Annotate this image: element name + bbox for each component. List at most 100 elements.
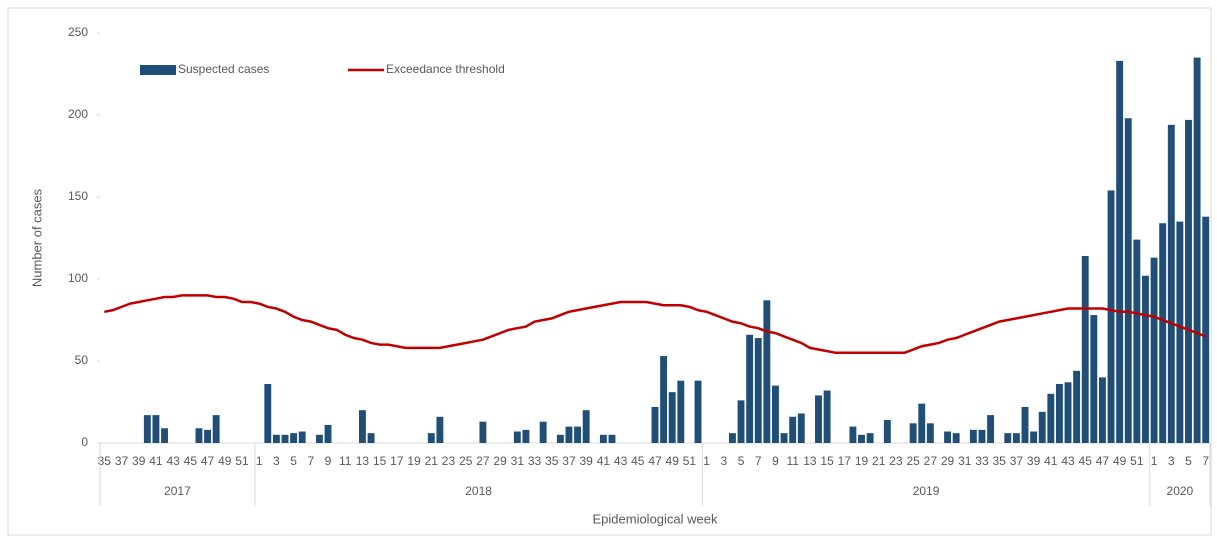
- group-label: 2018: [465, 484, 492, 498]
- x-tick-label: 41: [149, 454, 163, 468]
- bar: [324, 424, 332, 443]
- x-tick-label: 29: [941, 454, 955, 468]
- x-tick-label: 25: [459, 454, 473, 468]
- x-tick-label: 15: [820, 454, 834, 468]
- bar: [1081, 256, 1089, 443]
- bar: [763, 300, 771, 443]
- bar: [315, 434, 323, 443]
- x-tick-label: 21: [425, 454, 439, 468]
- x-tick-label: 47: [201, 454, 215, 468]
- legend-label: Exceedance threshold: [386, 62, 505, 76]
- x-tick-label: 17: [390, 454, 404, 468]
- x-tick-label: 49: [1113, 454, 1127, 468]
- bar: [694, 380, 702, 443]
- chart-border: [7, 7, 1212, 536]
- bar: [264, 383, 272, 443]
- bar: [427, 433, 435, 443]
- bar: [1055, 383, 1063, 443]
- bar: [952, 433, 960, 443]
- x-tick-label: 49: [666, 454, 680, 468]
- bar: [944, 431, 951, 443]
- y-tick-label: 0: [81, 435, 88, 449]
- legend-swatch: [140, 65, 176, 75]
- bar: [582, 410, 590, 443]
- threshold-line: [104, 294, 1207, 355]
- x-tick-label: 25: [906, 454, 920, 468]
- bar: [1159, 223, 1167, 443]
- bar: [780, 433, 788, 443]
- x-tick-label: 45: [631, 454, 645, 468]
- bar: [1021, 406, 1029, 443]
- x-tick-label: 21: [872, 454, 886, 468]
- x-tick-label: 39: [132, 454, 146, 468]
- x-tick-label: 3: [1168, 454, 1175, 468]
- bar: [281, 434, 289, 443]
- x-tick-label: 43: [614, 454, 628, 468]
- bar: [1107, 190, 1115, 443]
- y-tick-label: 250: [68, 25, 88, 39]
- bar: [849, 426, 857, 443]
- bar: [1004, 433, 1012, 443]
- x-tick-label: 5: [290, 454, 297, 468]
- x-tick-label: 17: [838, 454, 852, 468]
- bar: [359, 410, 366, 443]
- bar: [754, 338, 762, 443]
- group-label: 2017: [164, 484, 191, 498]
- x-tick-label: 27: [924, 454, 938, 468]
- bar: [866, 433, 874, 443]
- x-tick-label: 11: [339, 454, 352, 468]
- bar: [1124, 118, 1132, 443]
- bar: [668, 392, 676, 443]
- bar: [1167, 124, 1175, 443]
- bar: [1150, 257, 1158, 443]
- y-tick-label: 100: [68, 271, 88, 285]
- bar: [522, 429, 530, 443]
- x-tick-label: 9: [772, 454, 779, 468]
- bar: [651, 406, 659, 443]
- legend-label: Suspected cases: [178, 62, 269, 76]
- x-tick-label: 39: [1027, 454, 1041, 468]
- x-tick-label: 13: [803, 454, 817, 468]
- x-tick-label: 7: [1202, 454, 1209, 468]
- bar: [556, 434, 564, 443]
- bar: [1012, 433, 1020, 443]
- x-tick-label: 1: [703, 454, 710, 468]
- x-tick-label: 35: [98, 454, 112, 468]
- bar: [1030, 431, 1038, 443]
- x-tick-label: 37: [562, 454, 576, 468]
- bar: [1116, 60, 1124, 443]
- x-tick-label: 3: [720, 454, 727, 468]
- bar: [290, 433, 298, 443]
- x-tick-label: 41: [1044, 454, 1058, 468]
- bar: [608, 434, 616, 443]
- bar: [152, 415, 160, 443]
- bar: [797, 413, 805, 443]
- x-tick-label: 7: [307, 454, 314, 468]
- bar: [1142, 275, 1149, 443]
- x-tick-label: 13: [356, 454, 370, 468]
- bar: [737, 400, 745, 443]
- x-tick-label: 37: [115, 454, 129, 468]
- bar: [161, 428, 168, 443]
- x-tick-label: 43: [1061, 454, 1075, 468]
- bar: [1133, 239, 1141, 443]
- x-tick-label: 5: [1185, 454, 1192, 468]
- bar: [143, 415, 151, 443]
- bar: [660, 356, 668, 443]
- x-tick-label: 23: [889, 454, 903, 468]
- x-tick-label: 49: [218, 454, 232, 468]
- x-axis-title: Epidemiological week: [592, 511, 718, 526]
- bar: [978, 429, 986, 443]
- x-tick-label: 3: [273, 454, 280, 468]
- x-tick-label: 45: [1079, 454, 1093, 468]
- bar: [212, 415, 220, 443]
- bar: [883, 420, 891, 443]
- bar: [1202, 216, 1210, 443]
- bar: [204, 429, 211, 443]
- x-tick-label: 27: [476, 454, 490, 468]
- bar: [969, 429, 977, 443]
- x-tick-label: 7: [755, 454, 762, 468]
- bar: [574, 426, 581, 443]
- group-label: 2020: [1167, 484, 1194, 498]
- bar: [599, 434, 607, 443]
